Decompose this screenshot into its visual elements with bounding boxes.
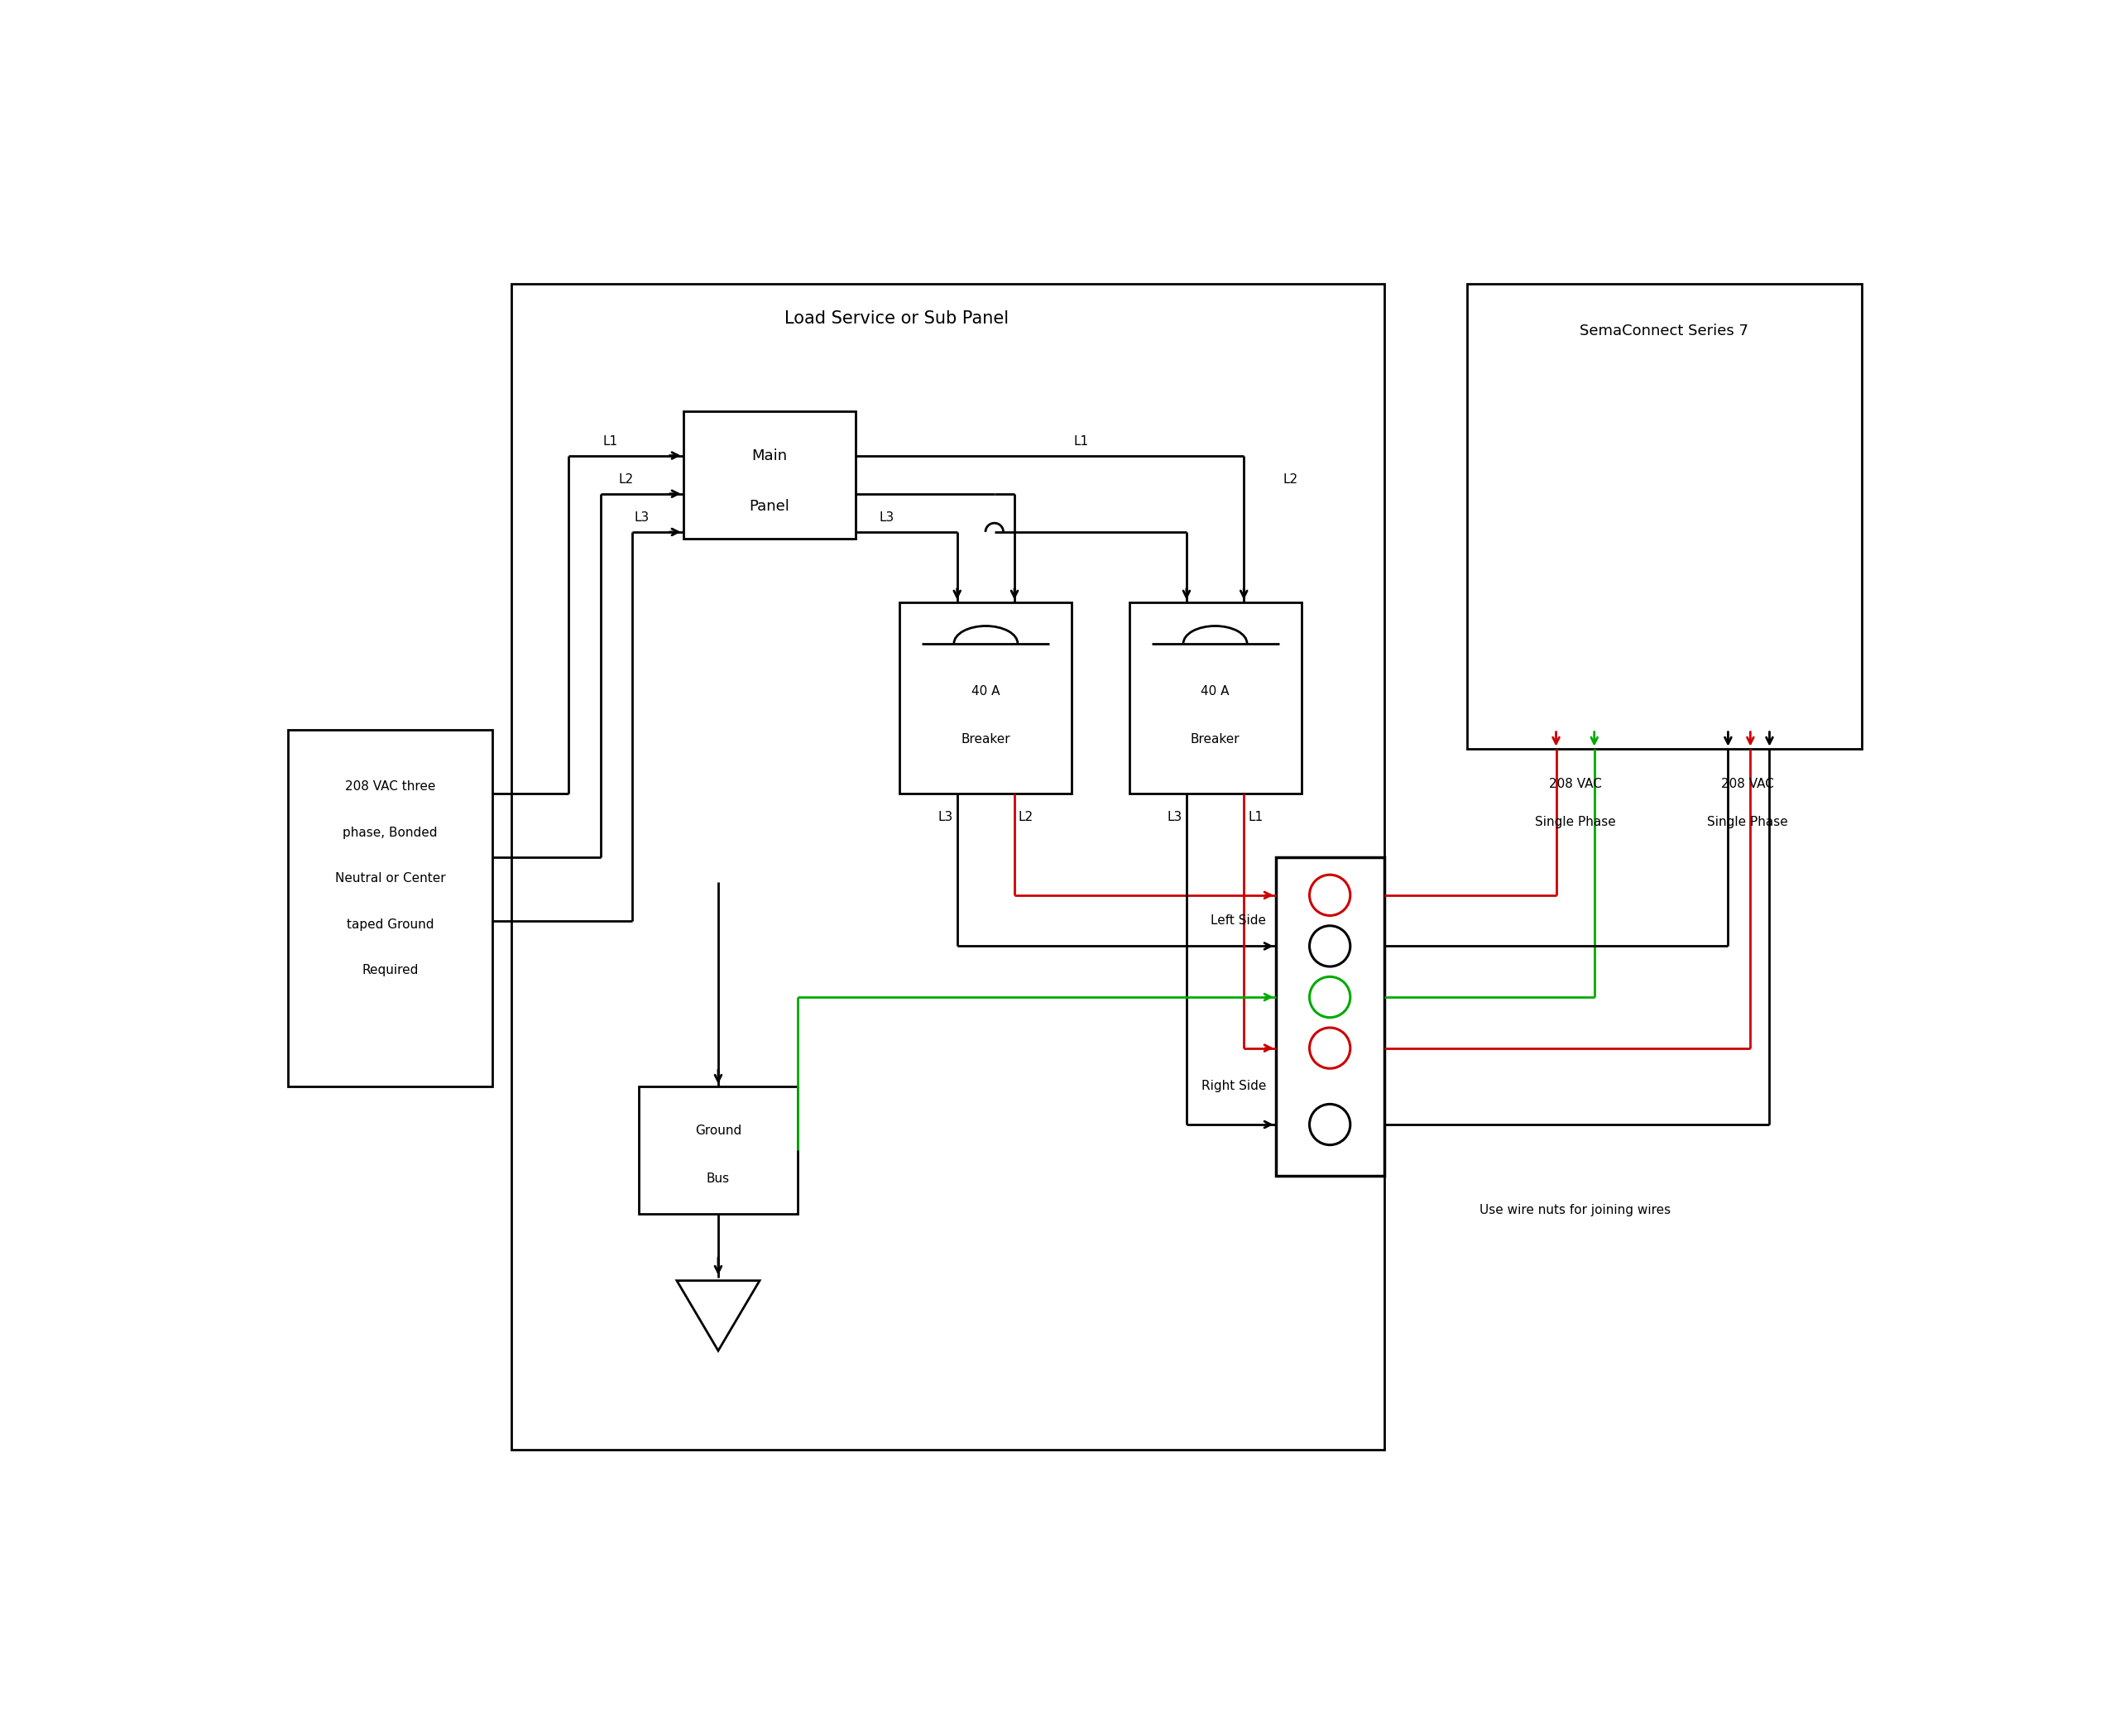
Text: L3: L3 [880,512,895,524]
Bar [1129,602,1302,793]
Text: Ground: Ground [694,1125,741,1137]
Text: Breaker: Breaker [962,733,1011,745]
Text: L1: L1 [601,436,618,448]
Text: Right Side: Right Side [1201,1080,1266,1092]
Text: taped Ground: taped Ground [346,918,435,930]
Text: 208 VAC three: 208 VAC three [344,781,435,793]
Text: Single Phase: Single Phase [1707,816,1787,828]
Bar [1277,858,1384,1175]
Text: Breaker: Breaker [1190,733,1241,745]
Text: 40 A: 40 A [971,686,1000,698]
Text: L3: L3 [939,811,954,823]
Text: L2: L2 [618,474,633,486]
Text: Panel: Panel [749,498,789,514]
Text: Load Service or Sub Panel: Load Service or Sub Panel [785,311,1009,326]
Text: Required: Required [361,963,418,977]
Text: 40 A: 40 A [1201,686,1230,698]
Text: SemaConnect Series 7: SemaConnect Series 7 [1580,325,1749,339]
Text: Main: Main [751,448,787,464]
Text: L3: L3 [1167,811,1182,823]
Bar [1466,283,1861,748]
Text: phase, Bonded: phase, Bonded [342,826,437,838]
Bar [639,1087,798,1213]
Text: Left Side: Left Side [1211,915,1266,927]
Text: Neutral or Center: Neutral or Center [335,873,445,885]
Text: Bus: Bus [707,1172,730,1186]
Text: Use wire nuts for joining wires: Use wire nuts for joining wires [1479,1205,1671,1217]
Text: 208 VAC: 208 VAC [1722,778,1775,790]
Text: 208 VAC: 208 VAC [1549,778,1601,790]
Bar [289,729,492,1087]
Text: L2: L2 [1019,811,1034,823]
Text: L2: L2 [1283,474,1298,486]
Text: L3: L3 [635,512,650,524]
Bar [511,283,1384,1450]
Bar [899,602,1072,793]
Text: L1: L1 [1074,436,1089,448]
Bar [684,411,855,538]
Text: Single Phase: Single Phase [1534,816,1616,828]
Text: L1: L1 [1247,811,1262,823]
